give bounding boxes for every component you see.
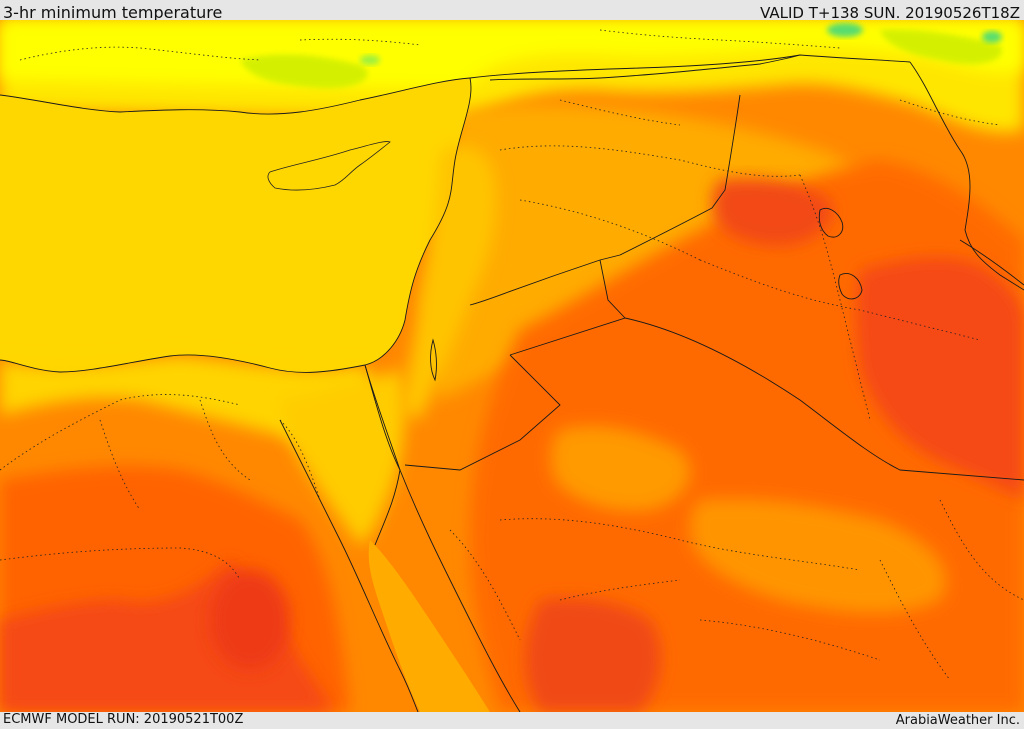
border-egypt-israel — [364, 364, 401, 471]
temp-band-red-east — [856, 257, 1024, 500]
coastline-dead-sea — [430, 338, 437, 382]
island-cyprus — [267, 141, 391, 191]
temp-band-egypt-coast — [0, 356, 385, 470]
temp-band-light-orange-east — [690, 498, 947, 614]
coastline-turkey — [469, 54, 911, 79]
temp-patch-red — [210, 570, 290, 670]
border-jordan-saudi — [404, 354, 561, 471]
temperature-map — [0, 20, 1024, 712]
sea-mediterranean — [0, 78, 472, 373]
border-jordan-iraq — [509, 259, 626, 356]
temp-band-sinai — [280, 370, 406, 545]
credit: ArabiaWeather Inc. — [895, 713, 1020, 728]
temp-band-light-orange-east — [550, 426, 690, 511]
model-run: ECMWF MODEL RUN: 20190521T00Z — [3, 712, 244, 727]
border-syria-iraq-north — [489, 54, 801, 81]
border-saudi-iraq — [624, 317, 1024, 481]
temp-patch-green — [982, 31, 1002, 43]
lake-iraq — [838, 273, 863, 300]
coastline-mediterranean — [0, 77, 471, 115]
coastline-gulf — [959, 239, 1024, 286]
border-syria-iraq — [599, 94, 741, 261]
coastline-levant — [364, 77, 472, 366]
temp-patch-green — [360, 55, 380, 65]
borders-major — [364, 54, 1024, 481]
temp-patch-green — [827, 23, 863, 37]
valid-time: VALID T+138 SUN. 20190526T18Z — [760, 4, 1020, 22]
sea-red-sea — [368, 540, 490, 712]
temp-band-red-east — [712, 178, 833, 246]
border-iraq-iran — [909, 61, 1024, 291]
coastline-red-sea-east — [399, 469, 521, 712]
temp-patch-yellowgreen — [240, 29, 1002, 89]
header-bar — [0, 0, 1024, 20]
temp-band-levant — [400, 146, 497, 420]
borders-minor — [0, 29, 1024, 681]
map-title: 3-hr minimum temperature — [3, 3, 223, 22]
border-syria-jordan — [469, 259, 601, 306]
coastline-egypt — [0, 354, 366, 373]
temp-band-red-south — [525, 598, 661, 712]
lake-iraq — [818, 207, 844, 238]
footer-bar — [0, 712, 1024, 729]
coastline-red-sea-west — [279, 419, 419, 712]
